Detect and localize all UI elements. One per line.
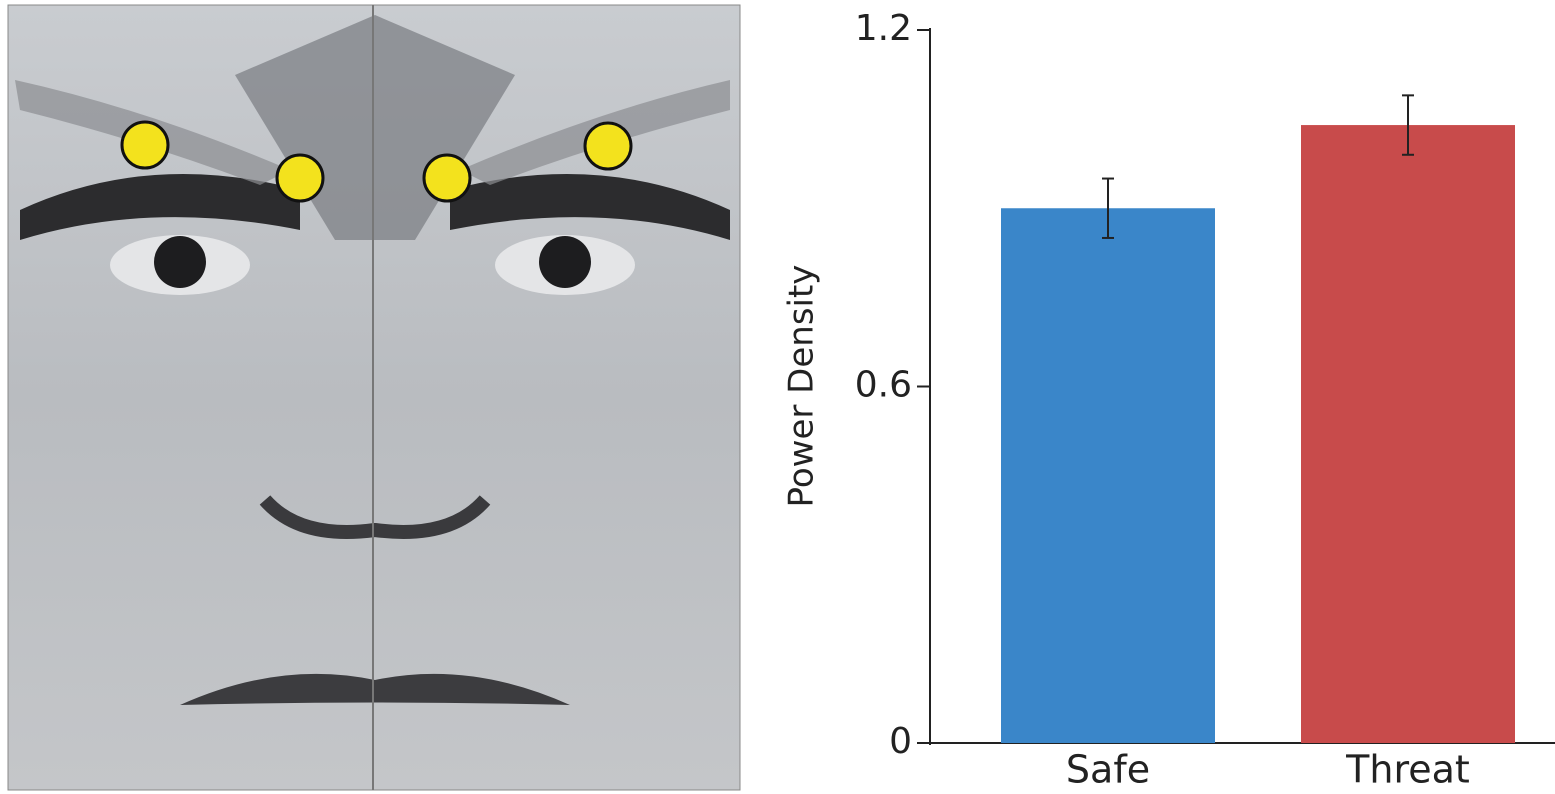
right-brow	[450, 174, 730, 240]
y-tick-label: 0	[889, 721, 912, 762]
y-tick-label: 1.2	[855, 8, 912, 49]
bar	[1001, 208, 1215, 743]
x-tick-label: Threat	[1345, 748, 1470, 792]
error-bar	[1102, 177, 1114, 239]
electrode	[583, 121, 633, 171]
right-iris	[539, 236, 591, 288]
y-tick-label: 0.6	[855, 365, 912, 406]
left-brow	[20, 174, 300, 240]
electrode	[275, 153, 325, 203]
electrode	[120, 120, 170, 170]
nose	[259, 495, 491, 539]
face-photo	[7, 4, 741, 791]
left-iris	[154, 236, 206, 288]
chart: Power Density 0 0.6 1.2 Safe Threat	[782, 8, 1555, 792]
y-axis-label: Power Density	[782, 265, 822, 508]
electrode	[422, 153, 472, 203]
x-tick-label: Safe	[1066, 748, 1150, 792]
mouth	[180, 673, 570, 705]
bar	[1301, 125, 1515, 744]
error-bar	[1402, 94, 1414, 156]
